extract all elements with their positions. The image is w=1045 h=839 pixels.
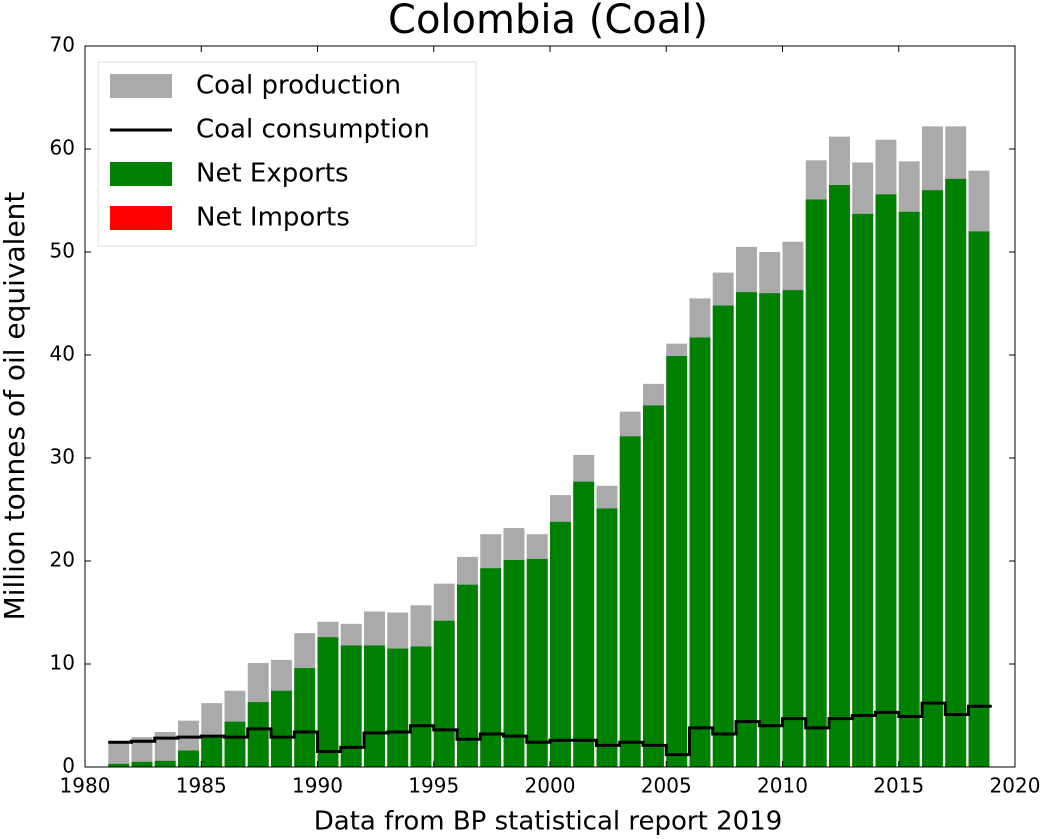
bar <box>968 231 990 767</box>
bar <box>736 292 757 767</box>
y-tick-label: 50 <box>50 239 75 263</box>
x-tick-label: 2000 <box>525 774 576 798</box>
y-tick-label: 20 <box>50 548 75 572</box>
bar <box>154 731 176 767</box>
x-tick-label: 1980 <box>60 774 111 798</box>
bar <box>457 584 478 767</box>
bar <box>805 199 827 768</box>
bar <box>526 558 548 767</box>
legend-swatch <box>110 74 172 98</box>
x-axis-label: Data from BP statistical report 2019 <box>314 807 783 837</box>
bar <box>829 185 850 768</box>
bar <box>247 702 269 767</box>
x-tick-label: 2005 <box>641 774 692 798</box>
y-tick-label: 10 <box>50 651 75 675</box>
bar <box>178 750 199 767</box>
legend-label: Net Imports <box>196 203 350 233</box>
y-tick-label: 60 <box>50 136 75 160</box>
bar <box>364 645 385 767</box>
step-line <box>108 701 992 757</box>
bar <box>224 721 246 767</box>
bar <box>410 646 432 767</box>
bar <box>875 194 897 767</box>
x-tick-label: 1995 <box>408 774 459 798</box>
bar <box>689 337 711 767</box>
y-tick-label: 40 <box>50 342 75 366</box>
bar <box>643 405 664 767</box>
y-tick-label: 70 <box>50 33 75 57</box>
bar <box>712 305 734 767</box>
x-tick-label: 1990 <box>292 774 343 798</box>
bar <box>480 568 502 767</box>
bar <box>550 521 571 767</box>
bar <box>619 436 641 767</box>
bar <box>945 178 967 767</box>
bar <box>782 290 804 767</box>
x-tick-label: 2020 <box>990 774 1041 798</box>
bar <box>852 213 874 767</box>
bar <box>387 648 409 767</box>
y-axis-label: Million tonnes of oil equivalent <box>0 192 31 621</box>
bar <box>201 736 223 767</box>
bar <box>131 761 153 767</box>
bar <box>503 559 525 767</box>
bar <box>154 760 176 767</box>
legend-swatch <box>110 206 172 230</box>
bar <box>666 356 688 767</box>
bar <box>271 690 292 767</box>
y-tick-label: 0 <box>62 754 75 778</box>
legend-swatch <box>110 162 172 186</box>
bar <box>317 637 339 767</box>
bar <box>596 508 618 767</box>
y-tick-label: 30 <box>50 445 75 469</box>
x-tick-label: 1985 <box>176 774 227 798</box>
bar <box>573 481 595 767</box>
bar <box>922 190 943 767</box>
bar <box>108 763 130 767</box>
x-tick-label: 2010 <box>757 774 808 798</box>
legend-label: Net Exports <box>196 159 349 189</box>
bar <box>108 743 130 767</box>
bar <box>898 211 920 767</box>
bar <box>433 620 455 767</box>
bar <box>759 293 781 767</box>
bar <box>131 737 153 767</box>
legend-label: Coal production <box>196 71 401 101</box>
legend-label: Coal consumption <box>196 115 430 145</box>
bar <box>294 668 316 767</box>
bar <box>340 645 362 767</box>
chart-title: Colombia (Coal) <box>388 0 708 43</box>
x-tick-label: 2015 <box>873 774 924 798</box>
